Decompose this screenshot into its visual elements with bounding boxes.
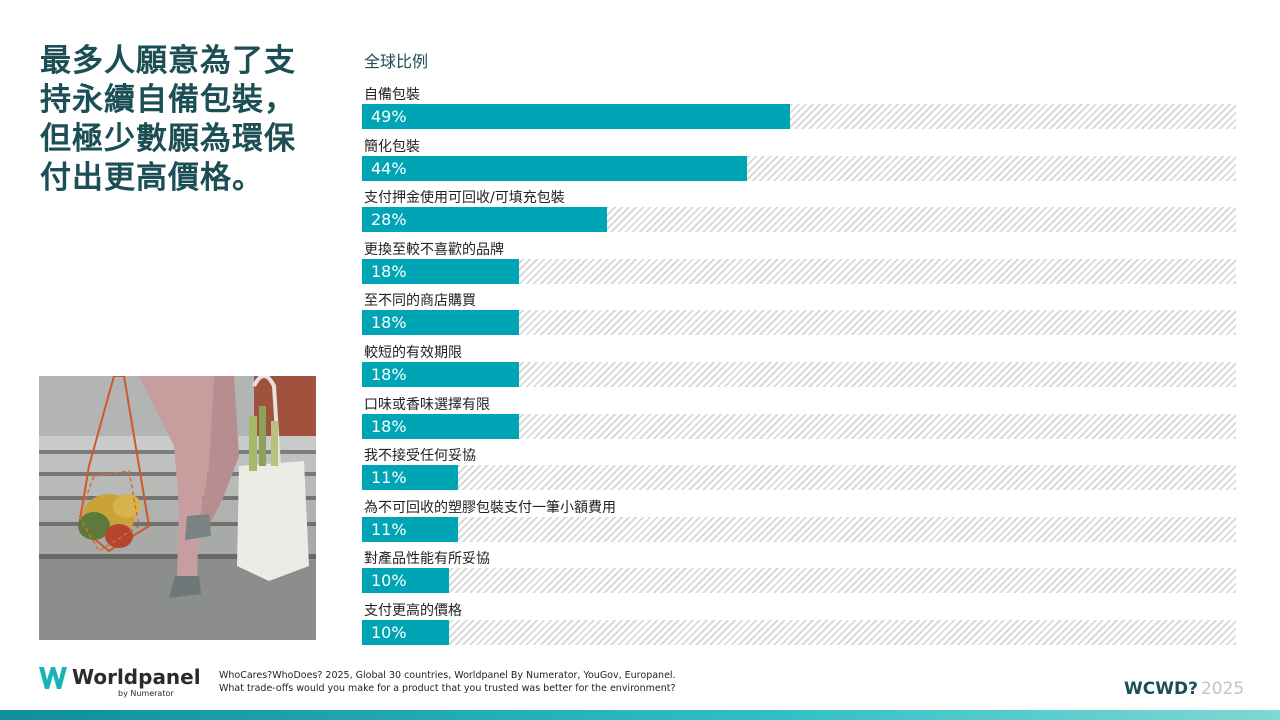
bar-chart: 全球比例 自備包裝 49% 簡化包裝 44% 支付押金使用可回收/可填充包裝 28% 更換至… [362, 52, 1236, 645]
logo-wordmark: Worldpanel [72, 665, 201, 689]
bar-label: 簡化包裝 [364, 138, 420, 155]
badge-year: 2025 [1200, 679, 1245, 699]
bar: 10% [362, 620, 450, 645]
bar-label: 自備包裝 [364, 87, 420, 103]
bar-value-label: 18% [371, 313, 407, 333]
chart-subtitle: 全球比例 [364, 52, 429, 71]
bar-track: 18% [362, 413, 1236, 439]
bar-track: 28% [362, 207, 1236, 233]
bar-track: 44% [362, 155, 1236, 181]
bar: 18% [362, 362, 520, 387]
bar-label: 較短的有效期限 [364, 345, 462, 361]
source-line-1: WhoCares?WhoDoes? 2025, Global 30 countr… [219, 670, 676, 681]
bar-label: 對產品性能有所妥協 [364, 551, 490, 568]
bar-label: 我不接受任何妥協 [364, 448, 476, 465]
bar: 18% [362, 310, 520, 336]
badge-text: WCWD? [1124, 679, 1198, 699]
bar-value-label: 10% [371, 571, 407, 591]
bar-track: 10% [362, 620, 1236, 645]
bar-label: 支付更高的價格 [364, 603, 462, 619]
worldpanel-logo: Worldpanel by Numerator [38, 665, 201, 701]
headline: 最多人願意為了支持永續自備包裝，但極少數願為環保付出更高價格。 [40, 43, 296, 196]
bar: 49% [362, 104, 791, 129]
bar-track: 10% [362, 568, 1236, 594]
bar-value-label: 11% [371, 468, 407, 488]
bar-label: 為不可回收的塑膠包裝支付一筆小額費用 [364, 499, 616, 516]
wcwd-badge: WCWD? 2025 [1124, 679, 1244, 699]
bar: 11% [362, 465, 459, 491]
bar-label: 至不同的商店購買 [364, 293, 476, 310]
bar-track: 18% [362, 310, 1236, 336]
bar: 28% [362, 207, 607, 233]
bar-value-label: 28% [371, 210, 407, 230]
bar-track: 49% [362, 104, 1236, 129]
bar-track: 18% [362, 258, 1236, 284]
bar-label: 更換至較不喜歡的品牌 [364, 241, 504, 258]
bar-value-label: 49% [371, 107, 407, 126]
source-note: WhoCares?WhoDoes? 2025, Global 30 countr… [219, 669, 839, 695]
bar-track: 11% [362, 465, 1236, 491]
logo-subtext: by Numerator [118, 689, 174, 698]
worldpanel-w-icon [39, 667, 67, 689]
bar: 11% [362, 516, 459, 542]
bar-label: 口味或香味選擇有限 [364, 396, 490, 413]
bar-track: 11% [362, 516, 1236, 542]
bar: 44% [362, 155, 747, 181]
source-line-2: What trade-offs would you make for a pro… [219, 683, 676, 694]
bar-track: 18% [362, 362, 1236, 387]
bar: 10% [362, 568, 450, 594]
bar-label: 支付押金使用可回收/可填充包裝 [364, 190, 565, 207]
bottom-accent-band [0, 710, 1280, 720]
bar-value-label: 10% [371, 623, 407, 642]
shopping-bags-photo [39, 376, 316, 640]
bar-value-label: 18% [371, 261, 407, 281]
bar: 18% [362, 258, 520, 284]
bar-value-label: 44% [371, 158, 407, 178]
bar-value-label: 18% [371, 416, 407, 436]
bar-value-label: 11% [371, 519, 407, 539]
bar-value-label: 18% [371, 365, 407, 384]
bar: 18% [362, 413, 520, 439]
